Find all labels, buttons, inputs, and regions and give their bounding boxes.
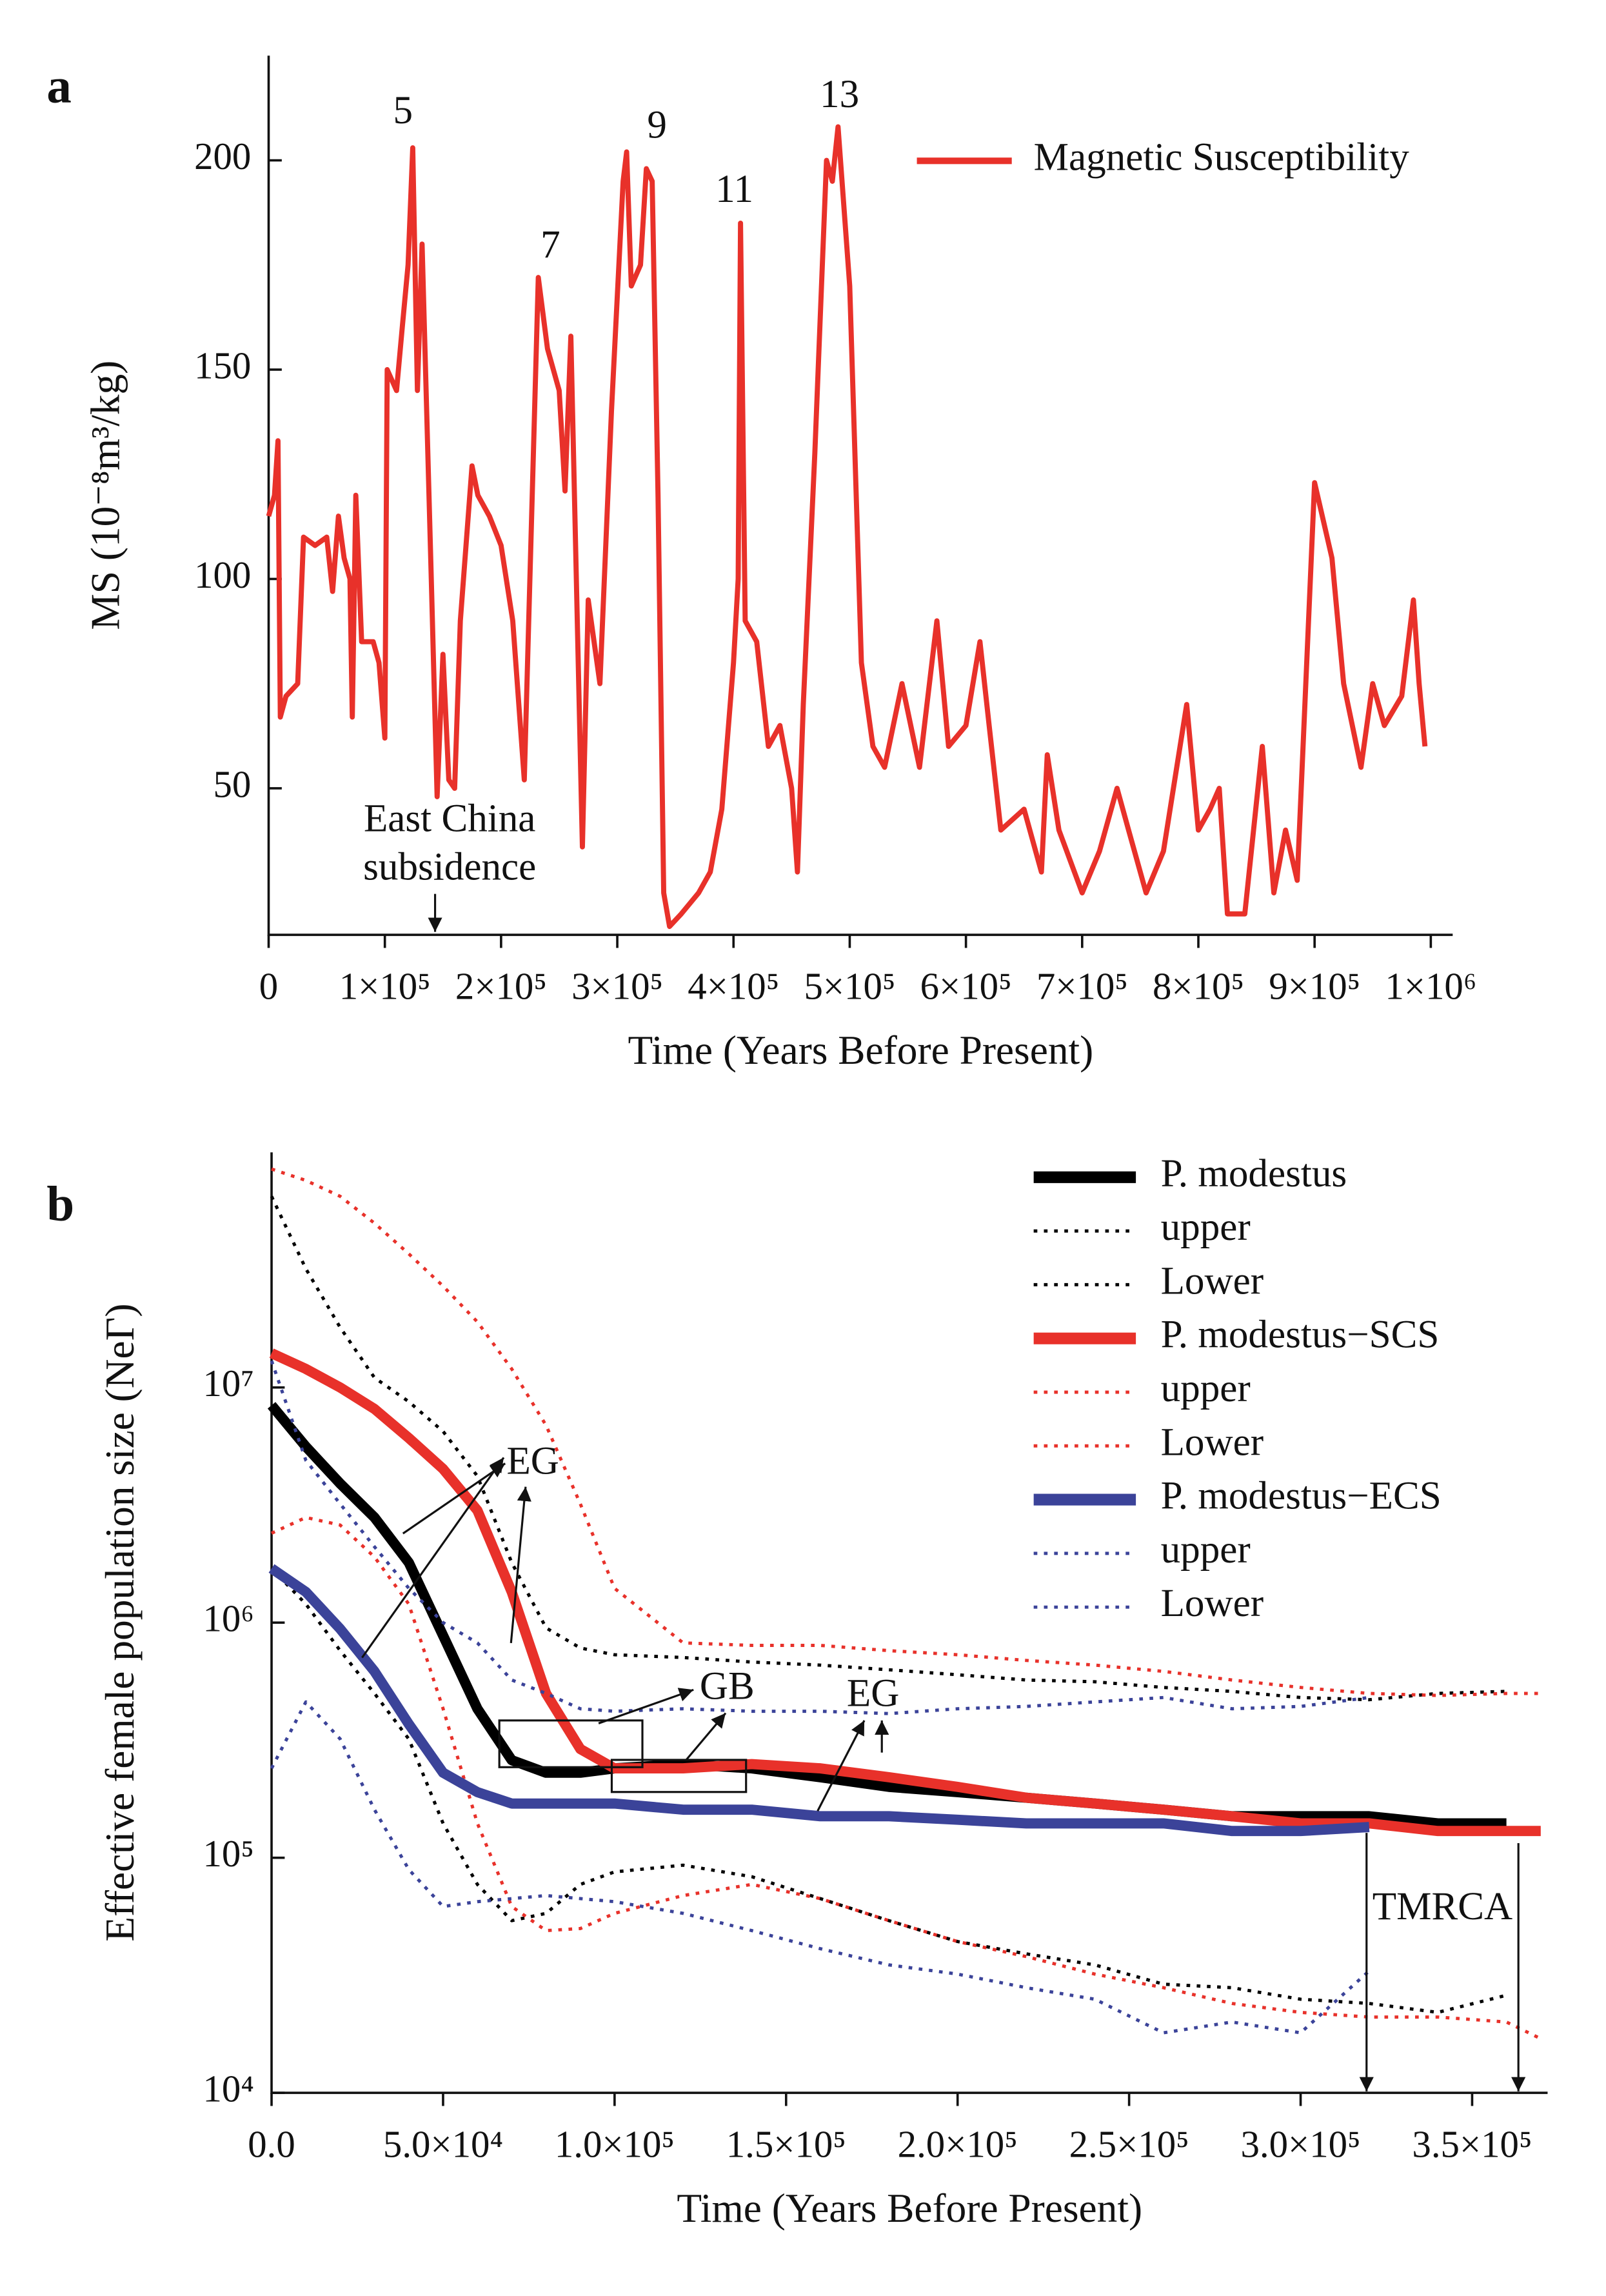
x-tick-label: 4×10⁵	[688, 966, 779, 1008]
x-tick-label: 5.0×10⁴	[383, 2124, 503, 2166]
x-tick-label: 8×10⁵	[1153, 966, 1244, 1008]
series-line	[270, 1360, 1370, 1715]
series-line	[271, 1167, 1541, 1697]
annotation: TMRCA	[1373, 1885, 1512, 1928]
x-tick-label: 3.5×10⁵	[1412, 2124, 1532, 2166]
annotation-box	[610, 1759, 748, 1793]
x-tick-label: 7×10⁵	[1036, 966, 1128, 1008]
legend-label: P. modestus−ECS	[1161, 1475, 1442, 1518]
annotation-arrow	[598, 1688, 694, 1724]
series-line	[270, 1195, 1507, 1702]
x-tick-label: 2.0×10⁵	[898, 2124, 1018, 2166]
y-axis-label: MS (10⁻⁸m³/kg)	[83, 361, 128, 630]
y-tick-label: 200	[194, 135, 251, 177]
y-tick-label: 10⁴	[203, 2068, 254, 2110]
series-line	[267, 1402, 1507, 1829]
annotation: 9	[647, 104, 667, 147]
annotation: East China	[364, 797, 535, 841]
y-axis-label: Effective female population size (NeΓ)	[97, 1304, 143, 1942]
annotation: 7	[540, 223, 560, 266]
y-tick-label: 10⁶	[203, 1598, 254, 1640]
annotation: EG	[506, 1440, 559, 1483]
legend-label: Lower	[1161, 1421, 1264, 1464]
series-line	[270, 1700, 1371, 2035]
annotation-arrow	[361, 1457, 505, 1659]
panel-label: a	[46, 57, 71, 113]
x-tick-label: 1×10⁶	[1385, 966, 1476, 1008]
x-tick-label: 1.5×10⁵	[726, 2124, 846, 2166]
annotation-arrow	[685, 1712, 727, 1761]
y-tick-label: 50	[213, 763, 252, 805]
legend-label: upper	[1161, 1206, 1251, 1249]
x-tick-label: 3×10⁵	[571, 966, 663, 1008]
annotation-box	[498, 1719, 644, 1768]
y-tick-label: 150	[194, 344, 251, 386]
annotation-arrow	[402, 1462, 506, 1535]
annotation-arrow	[817, 1720, 866, 1812]
x-tick-label: 0	[259, 966, 278, 1008]
x-tick-label: 2.5×10⁵	[1069, 2124, 1189, 2166]
series-line	[269, 1348, 1541, 1837]
x-tick-label: 9×10⁵	[1269, 966, 1360, 1008]
annotation: 11	[715, 168, 753, 211]
annotation: 13	[820, 73, 859, 116]
x-tick-label: 0.0	[248, 2124, 295, 2166]
legend-label: Magnetic Susceptibility	[1034, 135, 1410, 179]
axis-line	[270, 1152, 1548, 2094]
x-axis-label: Time (Years Before Present)	[628, 1028, 1094, 1073]
y-tick-label: 10⁵	[203, 1833, 254, 1875]
y-tick-label: 100	[194, 554, 251, 596]
y-tick-label: 10⁷	[203, 1363, 254, 1404]
x-tick-label: 1×10⁵	[339, 966, 431, 1008]
legend-label: upper	[1161, 1367, 1251, 1410]
x-tick-label: 5×10⁵	[804, 966, 895, 1008]
annotation-arrow	[510, 1486, 531, 1644]
panel-label: b	[46, 1176, 74, 1232]
x-tick-label: 3.0×10⁵	[1240, 2124, 1360, 2166]
x-axis-label: Time (Years Before Present)	[677, 2186, 1142, 2231]
annotation: EG	[847, 1672, 899, 1715]
legend-label: P. modestus	[1161, 1152, 1347, 1195]
x-tick-label: 2×10⁵	[455, 966, 547, 1008]
series-line	[266, 124, 1428, 930]
annotation: GB	[700, 1664, 755, 1708]
x-tick-label: 1.0×10⁵	[555, 2124, 675, 2166]
series-line	[268, 1564, 1370, 1837]
annotation: 5	[393, 89, 413, 132]
x-tick-label: 6×10⁵	[920, 966, 1012, 1008]
annotation: subsidence	[363, 845, 536, 888]
legend-label: upper	[1161, 1528, 1251, 1572]
legend-label: Lower	[1161, 1582, 1264, 1625]
legend-label: Lower	[1161, 1259, 1264, 1303]
legend-label: P. modestus−SCS	[1161, 1313, 1440, 1357]
